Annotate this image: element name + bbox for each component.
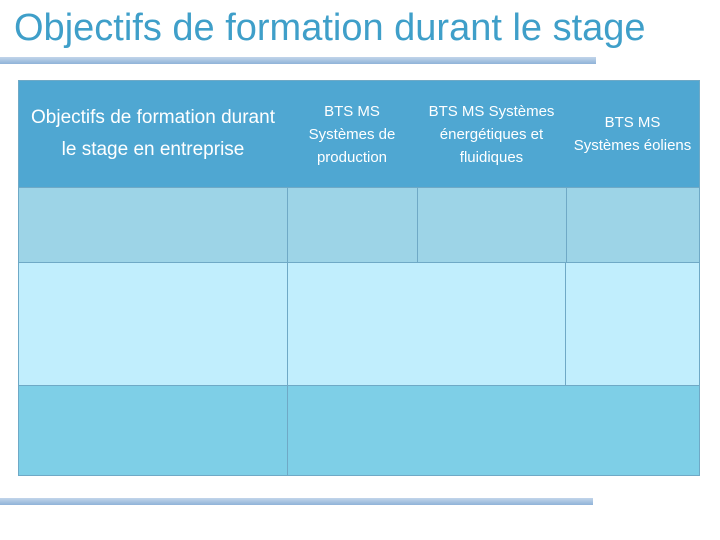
title-underline [0, 57, 596, 64]
table-cell-r2c1 [19, 262, 287, 385]
table-cell-r3c1 [19, 385, 287, 475]
footer-rule [0, 498, 593, 505]
table-cell-r2c3 [565, 262, 699, 385]
table-cell-r1c4 [566, 187, 699, 262]
header-cell-objectives: Objectifs de formation durant le stage e… [19, 81, 287, 187]
table-cell-r1c2 [287, 187, 417, 262]
table-cell-r1c3 [417, 187, 566, 262]
objectives-table: Objectifs de formation durant le stage e… [18, 80, 700, 476]
table-cell-r2c2 [287, 262, 565, 385]
header-cell-energetiques: BTS MS Systèmes énergétiques et fluidiqu… [417, 81, 566, 187]
slide-title: Objectifs de formation durant le stage [14, 7, 646, 49]
header-cell-eoliens: BTS MS Systèmes éoliens [566, 81, 699, 187]
header-cell-production: BTS MS Systèmes de production [287, 81, 417, 187]
table-cell-r3c2 [287, 385, 699, 475]
table-cell-r1c1 [19, 187, 287, 262]
